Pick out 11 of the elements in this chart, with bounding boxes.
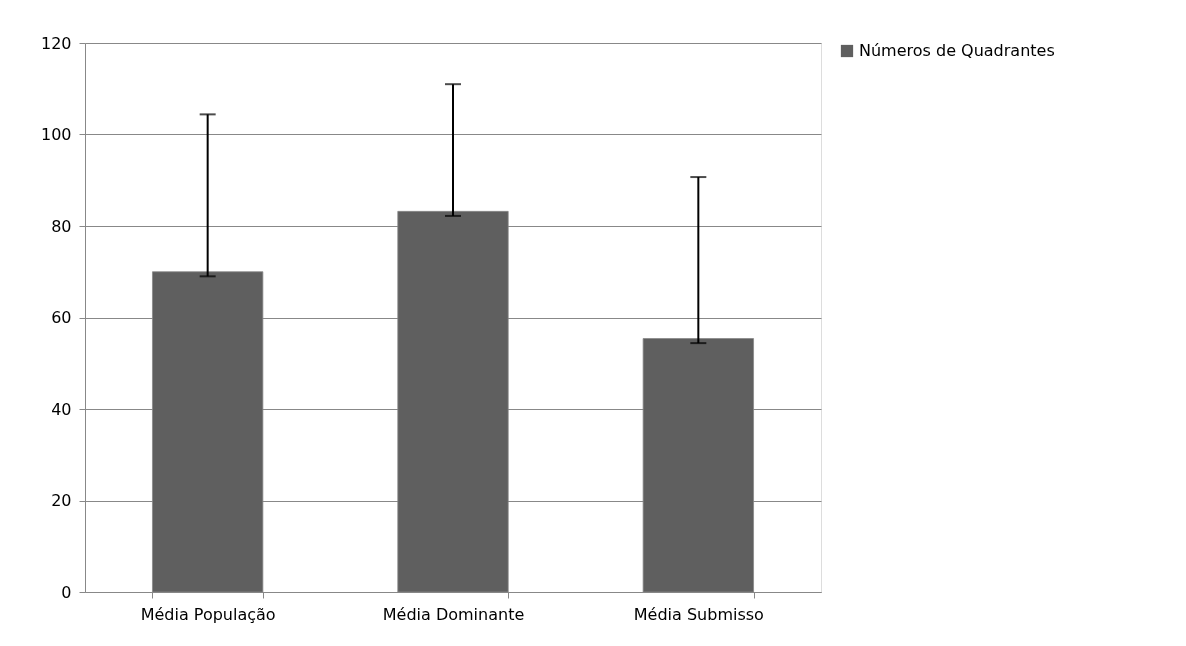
y-tick-label: 60	[51, 308, 72, 327]
x-tick-label: Média Dominante	[382, 604, 525, 624]
legend-label: Números de Quadrantes	[859, 41, 1055, 60]
y-tick-label: 100	[40, 125, 72, 144]
y-tick-label: 0	[61, 582, 72, 602]
x-tick-label: Média População	[140, 604, 276, 624]
y-tick-label: 40	[51, 399, 72, 419]
x-tick-label: Média Submisso	[633, 604, 764, 624]
y-tick-label: 80	[51, 216, 72, 236]
y-tick-label: 20	[51, 491, 72, 510]
y-tick-label: 120	[40, 33, 72, 53]
